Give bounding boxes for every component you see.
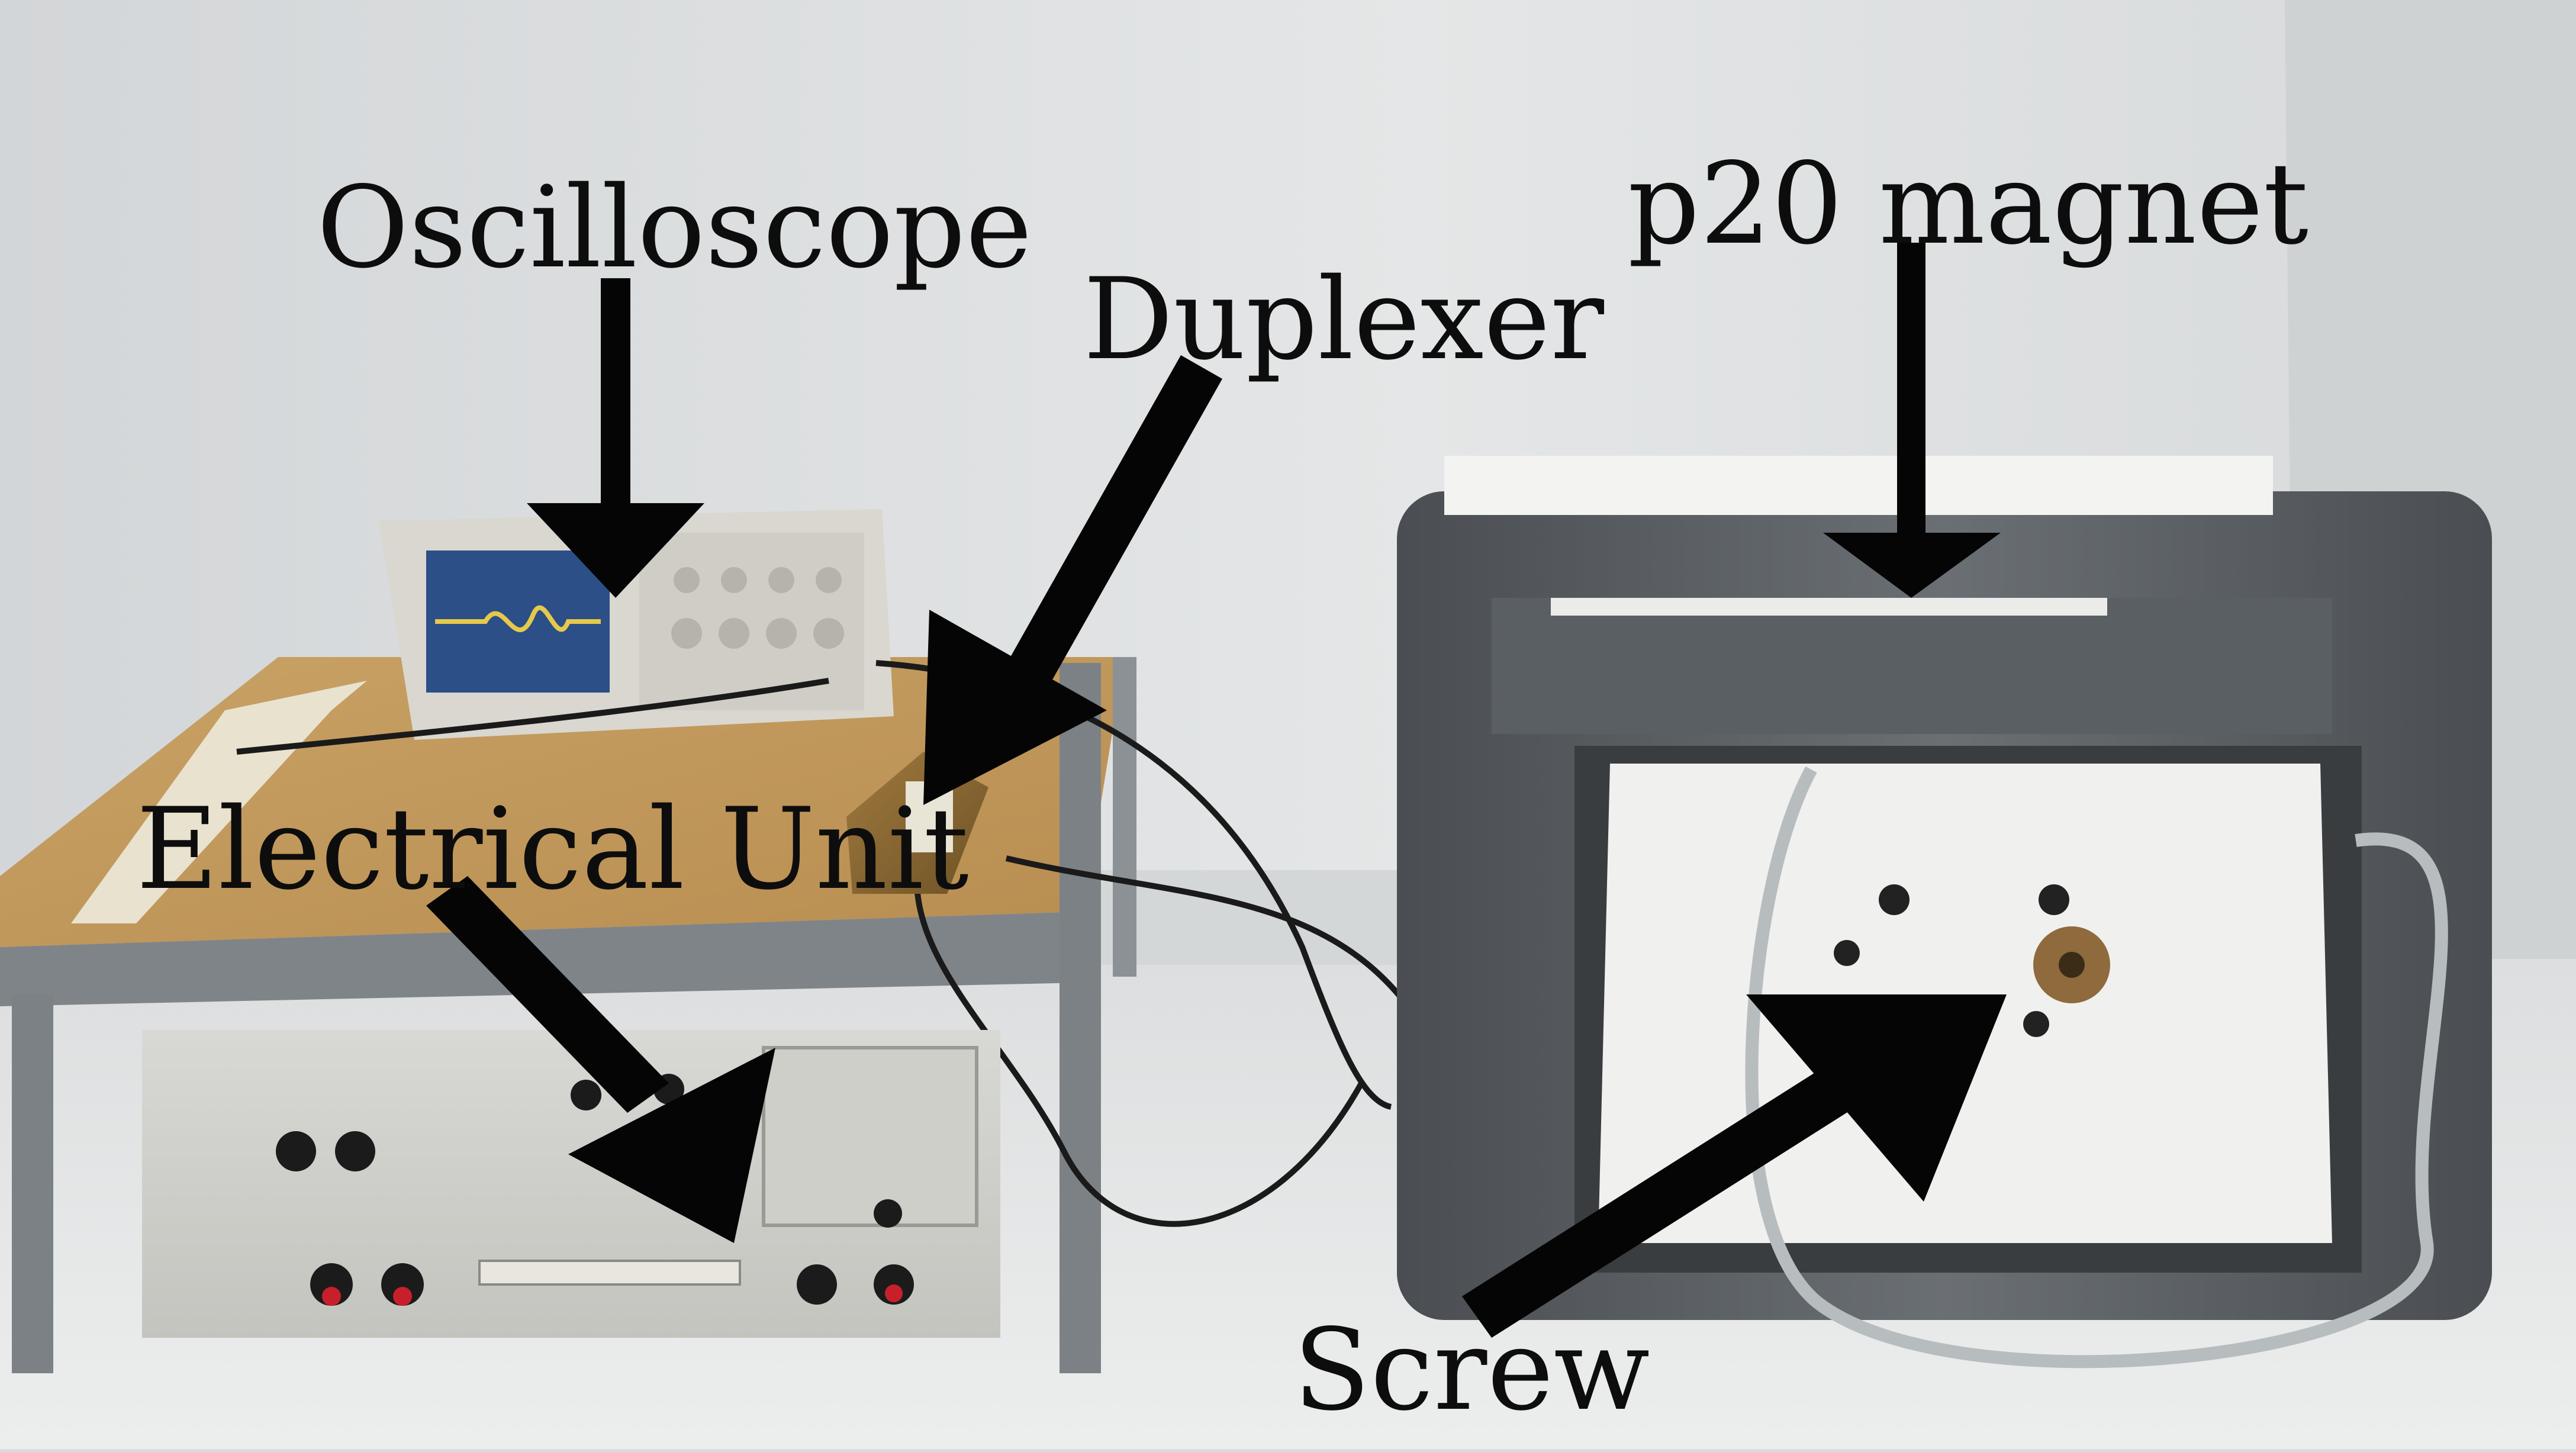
unit-knobs: [276, 1074, 914, 1306]
screw-label: Screw: [1293, 1305, 1650, 1435]
frame-crossbar: [1492, 598, 2332, 734]
scope-buttons: [639, 533, 864, 710]
insulation-top: [1551, 598, 2107, 616]
port-hole: [1879, 884, 1910, 915]
port-hole: [2023, 1011, 2049, 1037]
oscilloscope-label: Oscilloscope: [317, 162, 1032, 293]
signal-section: [762, 1046, 978, 1227]
table-leg-left: [12, 994, 53, 1373]
arrow-oscilloscope: [527, 278, 704, 598]
top-bar: [1444, 456, 2273, 515]
arrow-magnet: [1823, 243, 2001, 598]
screw-center: [2059, 952, 2085, 978]
arrow-electrical-unit: [426, 876, 775, 1243]
port-hole: [1834, 940, 1860, 966]
electrical-unit: [142, 1030, 1000, 1338]
table-leg-back: [1113, 657, 1136, 977]
scope-trace: [435, 605, 601, 633]
duplexer-label: Duplexer: [1083, 254, 1604, 385]
annotation-arrows: [426, 243, 2007, 1338]
magnet-assembly: [1397, 456, 2492, 1369]
oscilloscope-device: [379, 509, 894, 740]
name-tag: [71, 681, 367, 923]
port-hole: [2039, 884, 2069, 915]
arrow-duplexer: [923, 355, 1222, 805]
magnet-label: p20 magnet: [1628, 139, 2309, 269]
electrical-unit-label: Electrical Unit: [136, 784, 969, 915]
cooling-hose: [1745, 766, 2448, 1369]
unit-button-row: [478, 1260, 741, 1286]
arrow-screw: [1462, 994, 2007, 1338]
table-leg-right: [1060, 663, 1101, 1373]
